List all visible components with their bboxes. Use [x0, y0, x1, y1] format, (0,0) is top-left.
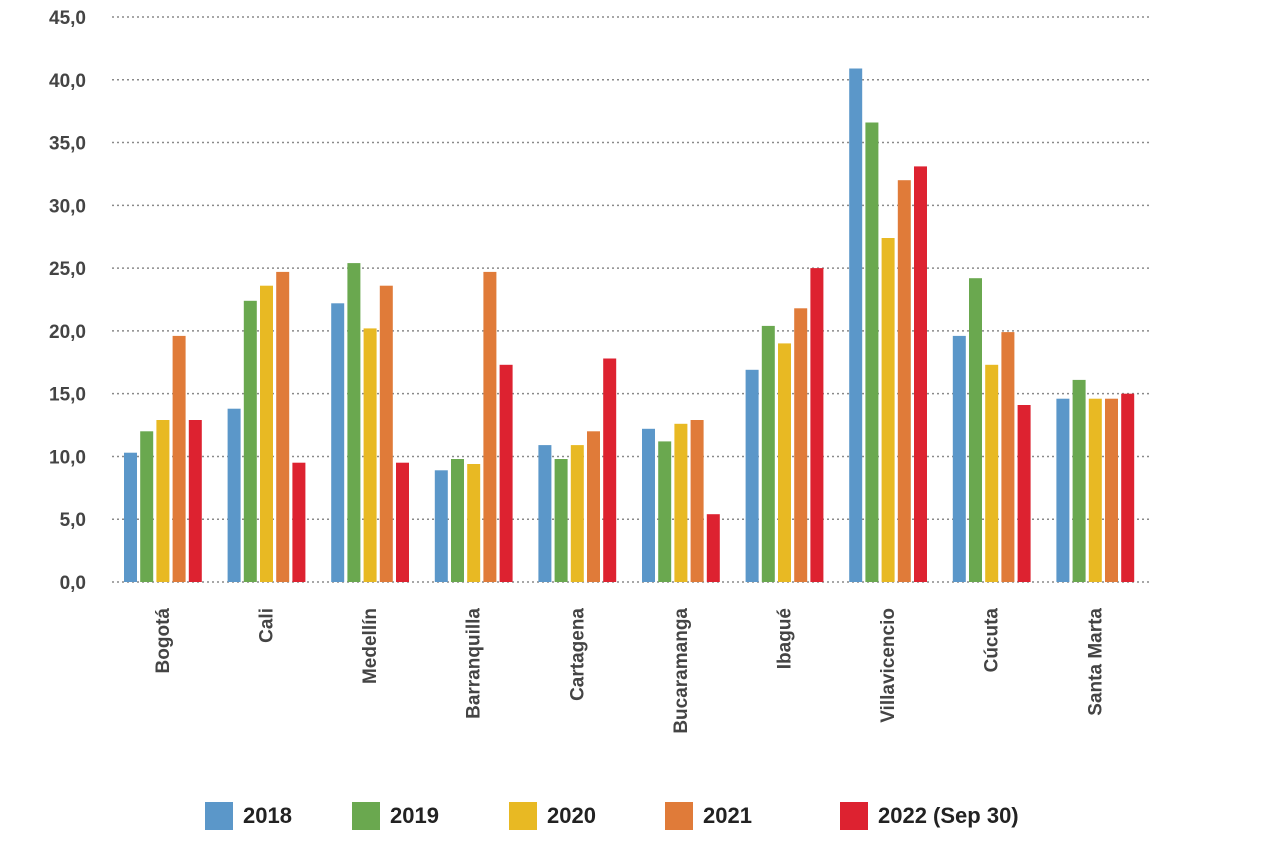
bar: Cali 2019: 22.4: [243, 300, 257, 582]
bar: Bogotá 2019: 12: [140, 431, 154, 582]
legend-item: 2022 (Sep 30): [840, 798, 1019, 834]
bar: Ibagué 2020: 19: [778, 343, 791, 582]
bar: Medellín 2019: 25.4: [347, 263, 361, 582]
bar: Medellín 2021: 23.6: [379, 285, 393, 582]
x-category-label: Santa Marta: [1085, 608, 1106, 716]
y-tick-label: 20,0: [49, 322, 86, 343]
bar: Cúcuta 2019: 24.2: [969, 278, 982, 582]
legend-item: 2019: [352, 798, 439, 834]
bar: Villavicencio 2020: 27.4: [881, 238, 895, 582]
bar: Villavicencio 2021: 32: [897, 180, 911, 582]
chart-area: 0,0 5,0 10,0 15,0 20,0 25,0 30,0 35,0 40,0 45,0 B…: [49, 8, 1152, 734]
bar: Medellín 2018: 22.2: [331, 303, 345, 582]
legend-label: 2022 (Sep 30): [878, 803, 1019, 828]
y-tick-label: 25,0: [49, 259, 86, 280]
bar: Cartagena 2022 (Sep 30): 17.8: [603, 358, 617, 582]
bar: Ibagué 2019: 20.4: [761, 325, 775, 582]
bar: Villavicencio 2019: 36.6: [865, 122, 879, 582]
bar: Medellín 2022 (Sep 30): 9.5: [396, 462, 409, 582]
bar: Santa Marta 2021: 14.6: [1105, 398, 1118, 582]
y-tick-label: 0,0: [60, 573, 86, 594]
bar: Bucaramanga 2022 (Sep 30): 5.4: [706, 514, 720, 582]
bar: Bogotá 2020: 12.9: [156, 420, 170, 582]
bar: Medellín 2020: 20.2: [363, 328, 377, 582]
legend-label: 2018: [243, 803, 292, 828]
legend-swatch: [509, 802, 537, 830]
bar: Cartagena 2019: 9.8: [554, 459, 568, 582]
y-axis-tick-labels: 0,0 5,0 10,0 15,0 20,0 25,0 30,0 35,0 40,0 45,0: [49, 8, 86, 594]
legend-label: 2020: [547, 803, 596, 828]
bar: Cartagena 2018: 10.9: [538, 445, 552, 582]
y-tick-label: 40,0: [49, 71, 86, 92]
bar: Bucaramanga 2019: 11.2: [658, 441, 672, 582]
bar: Barranquilla 2022 (Sep 30): 17.3: [499, 364, 513, 582]
x-category-label: Bogotá: [153, 608, 174, 674]
bar: Bucaramanga 2021: 12.9: [690, 420, 704, 582]
bar: Cartagena 2020: 10.9: [570, 445, 584, 582]
legend-label: 2021: [703, 803, 752, 828]
x-category-label: Villavicencio: [878, 608, 899, 723]
legend-swatch: [840, 802, 868, 830]
bar: Barranquilla 2021: 24.7: [483, 271, 497, 582]
bar: Villavicencio 2018: 40.9: [849, 68, 863, 582]
x-axis-category-labels: Bogotá Cali Medellín Barranquilla Cartagena B…: [153, 608, 1106, 734]
bar: Santa Marta 2018: 14.6: [1056, 398, 1070, 582]
y-tick-label: 45,0: [49, 8, 86, 29]
y-tick-label: 30,0: [49, 196, 86, 217]
x-category-label: Cartagena: [567, 608, 588, 701]
y-tick-label: 5,0: [60, 510, 86, 531]
legend-item: 2018: [205, 798, 292, 834]
bar: Cartagena 2021: 12: [587, 431, 600, 582]
bar: Cali 2022 (Sep 30): 9.5: [292, 462, 306, 582]
bar: Barranquilla 2020: 9.4: [467, 464, 481, 582]
bar: Ibagué 2021: 21.8: [794, 308, 808, 582]
x-category-label: Ibagué: [775, 608, 796, 669]
bar: Cali 2021: 24.7: [276, 271, 290, 582]
bar: Bogotá 2018: 10.3: [124, 452, 137, 582]
legend-swatch: [665, 802, 693, 830]
bar: Cúcuta 2020: 17.3: [985, 364, 999, 582]
legend-label: 2019: [390, 803, 439, 828]
bar: Cúcuta 2021: 19.9: [1001, 332, 1015, 582]
legend-item: 2021: [665, 798, 752, 834]
legend-swatch: [352, 802, 380, 830]
bar: Barranquilla 2018: 8.9: [434, 470, 448, 582]
y-tick-label: 10,0: [49, 447, 86, 468]
bar: Bogotá 2021: 19.6: [172, 335, 186, 582]
x-category-label: Bucaramanga: [671, 608, 692, 734]
bar: Santa Marta 2022 (Sep 30): 15: [1121, 393, 1135, 582]
x-category-label: Cali: [257, 608, 278, 643]
bar: Cúcuta 2018: 19.6: [952, 335, 966, 582]
legend: 2018 2019 2020 2021 2022 (Sep 30): [0, 798, 1280, 838]
bar: Cúcuta 2022 (Sep 30): 14.1: [1017, 405, 1031, 582]
bar: Ibagué 2018: 16.9: [745, 369, 759, 582]
x-category-label: Barranquilla: [464, 608, 485, 719]
bar: Villavicencio 2022 (Sep 30): 33.1: [914, 166, 927, 582]
x-category-label: Medellín: [360, 608, 381, 684]
bar: Bogotá 2022 (Sep 30): 12.9: [188, 420, 202, 582]
bar: Bucaramanga 2018: 12.2: [642, 428, 655, 582]
x-category-label: Cúcuta: [982, 608, 1003, 673]
bar: Santa Marta 2019: 16.1: [1072, 379, 1086, 582]
legend-item: 2020: [509, 798, 596, 834]
bars: Bogotá 2018: 10.3Bogotá 2019: 12Bogotá 2…: [124, 68, 1135, 582]
bar: Santa Marta 2020: 14.6: [1088, 398, 1102, 582]
legend-swatch: [205, 802, 233, 830]
y-tick-label: 15,0: [49, 385, 86, 406]
bar: Barranquilla 2019: 9.8: [451, 459, 464, 582]
bar: Bucaramanga 2020: 12.6: [674, 423, 688, 582]
y-tick-label: 35,0: [49, 134, 86, 155]
bar: Ibagué 2022 (Sep 30): 25: [810, 268, 824, 582]
bar: Cali 2020: 23.6: [260, 285, 273, 582]
bar: Cali 2018: 13.8: [227, 408, 241, 582]
